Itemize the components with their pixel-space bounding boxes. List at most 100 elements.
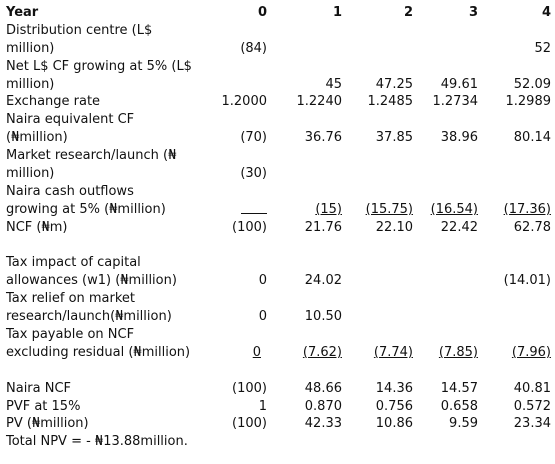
row-label: Tax relief on market xyxy=(6,291,136,307)
table-row: Market research/launch (₦ xyxy=(0,147,555,165)
cell: 0.658 xyxy=(440,398,478,414)
cell: 38.96 xyxy=(440,130,478,146)
cell: 47.25 xyxy=(375,76,413,92)
cell: (7.85) xyxy=(438,344,478,360)
row-label: Distribution centre (L$ xyxy=(6,22,153,38)
cell: 21.76 xyxy=(304,219,342,235)
row-label: Net L$ CF growing at 5% (L$ xyxy=(6,58,192,74)
total-row: Total NPV = - ₦13.88million. xyxy=(0,433,555,451)
cell: (15.75) xyxy=(365,201,413,217)
cell: 1.2000 xyxy=(221,94,268,110)
cell: 62.78 xyxy=(513,219,551,235)
cell: 22.42 xyxy=(440,219,478,235)
cell: 0.870 xyxy=(304,398,342,414)
header-col-1: 1 xyxy=(332,5,342,20)
row-label: PVF at 15% xyxy=(6,398,81,414)
total-npv-text: Total NPV = - ₦13.88million. xyxy=(6,434,188,450)
table-row: Naira equivalent CF xyxy=(0,111,555,129)
table-row: allowances (w1) (₦million) 0 24.02 (14.0… xyxy=(0,272,555,290)
table-row: million) (84) 52 xyxy=(0,40,555,58)
cell: 23.34 xyxy=(513,416,551,432)
cell: (7.74) xyxy=(373,344,413,360)
row-label: Naira NCF xyxy=(6,380,72,396)
cell: 1.2989 xyxy=(505,94,552,110)
row-label: Market research/launch (₦ xyxy=(6,148,177,164)
cell: (7.62) xyxy=(302,344,342,360)
cell: 24.02 xyxy=(304,273,342,289)
row-label: research/launch(₦million) xyxy=(6,309,172,325)
table-row: growing at 5% (₦million) (15) (15.75) (1… xyxy=(0,201,555,219)
row-label: PV (₦million) xyxy=(6,416,89,432)
cell: 1 xyxy=(258,398,267,414)
cell: 48.66 xyxy=(304,380,342,396)
header-col-4: 4 xyxy=(541,5,551,20)
table-row: Tax relief on market xyxy=(0,290,555,308)
cell: 52 xyxy=(534,40,551,56)
header-col-2: 2 xyxy=(403,5,413,20)
row-label: Exchange rate xyxy=(6,94,101,110)
cell: 0 xyxy=(258,309,267,325)
row-label: NCF (₦m) xyxy=(6,219,68,235)
header-year-label: Year xyxy=(6,5,39,20)
cell: 1.2485 xyxy=(367,94,414,110)
spacer xyxy=(0,362,555,380)
cell: 9.59 xyxy=(449,416,478,432)
cell: 10.86 xyxy=(375,416,413,432)
row-label: (₦million) xyxy=(6,130,68,146)
cell: 52.09 xyxy=(513,76,551,92)
table-row: million) (30) xyxy=(0,165,555,183)
table-row: (₦million) (70) 36.76 37.85 38.96 80.14 xyxy=(0,129,555,147)
row-label: allowances (w1) (₦million) xyxy=(6,273,177,289)
row-label: Naira cash outflows xyxy=(6,183,134,199)
cell: (84) xyxy=(240,40,267,56)
cell: 49.61 xyxy=(440,76,478,92)
table-row: Net L$ CF growing at 5% (L$ xyxy=(0,58,555,76)
table-row: Exchange rate 1.2000 1.2240 1.2485 1.273… xyxy=(0,93,555,111)
table-row: Naira NCF (100) 48.66 14.36 14.57 40.81 xyxy=(0,380,555,398)
cell: 22.10 xyxy=(375,219,413,235)
cell: 36.76 xyxy=(304,130,342,146)
cell: (30) xyxy=(240,166,267,182)
row-label: Tax payable on NCF xyxy=(6,327,135,343)
table-row: Tax impact of capital xyxy=(0,254,555,272)
cell: (15) xyxy=(315,201,342,217)
header-col-0: 0 xyxy=(257,5,267,20)
header-col-3: 3 xyxy=(468,5,478,20)
cell: (100) xyxy=(232,416,267,432)
row-label: growing at 5% (₦million) xyxy=(6,201,166,217)
cell: (14.01) xyxy=(503,273,551,289)
table-row: excluding residual (₦million) 0 (7.62) (… xyxy=(0,344,555,362)
row-label: excluding residual (₦million) xyxy=(6,344,191,360)
cell: 40.81 xyxy=(513,380,551,396)
cell: 0.572 xyxy=(513,398,551,414)
cell: 0 xyxy=(258,273,267,289)
cell: (100) xyxy=(232,219,267,235)
table-row: PVF at 15% 1 0.870 0.756 0.658 0.572 xyxy=(0,398,555,416)
cell: 45 xyxy=(325,76,342,92)
npv-table: Year 0 1 2 3 4 Distribution centre (L$ m… xyxy=(0,4,555,451)
table-row: Tax payable on NCF xyxy=(0,326,555,344)
row-label: Tax impact of capital xyxy=(6,255,141,271)
cell: (17.36) xyxy=(503,201,551,217)
cell: 1.2734 xyxy=(432,94,479,110)
cell: (70) xyxy=(240,130,267,146)
table-row: Naira cash outflows xyxy=(0,183,555,201)
row-label: million) xyxy=(6,166,55,182)
spacer xyxy=(0,237,555,255)
cell: 14.36 xyxy=(375,380,413,396)
cell: 0 xyxy=(252,344,261,360)
header-row: Year 0 1 2 3 4 xyxy=(0,4,555,22)
cell: 0.756 xyxy=(375,398,413,414)
row-label: million) xyxy=(6,40,55,56)
table-row: PV (₦million) (100) 42.33 10.86 9.59 23.… xyxy=(0,415,555,433)
cell: 42.33 xyxy=(304,416,342,432)
cell: 80.14 xyxy=(513,130,551,146)
cell: 37.85 xyxy=(375,130,413,146)
row-label: million) xyxy=(6,76,55,92)
table-row: NCF (₦m) (100) 21.76 22.10 22.42 62.78 xyxy=(0,219,555,237)
underline-rule xyxy=(241,201,267,220)
cell: (100) xyxy=(232,380,267,396)
cell: (16.54) xyxy=(430,201,478,217)
table-row: Distribution centre (L$ xyxy=(0,22,555,40)
cell: 1.2240 xyxy=(296,94,343,110)
